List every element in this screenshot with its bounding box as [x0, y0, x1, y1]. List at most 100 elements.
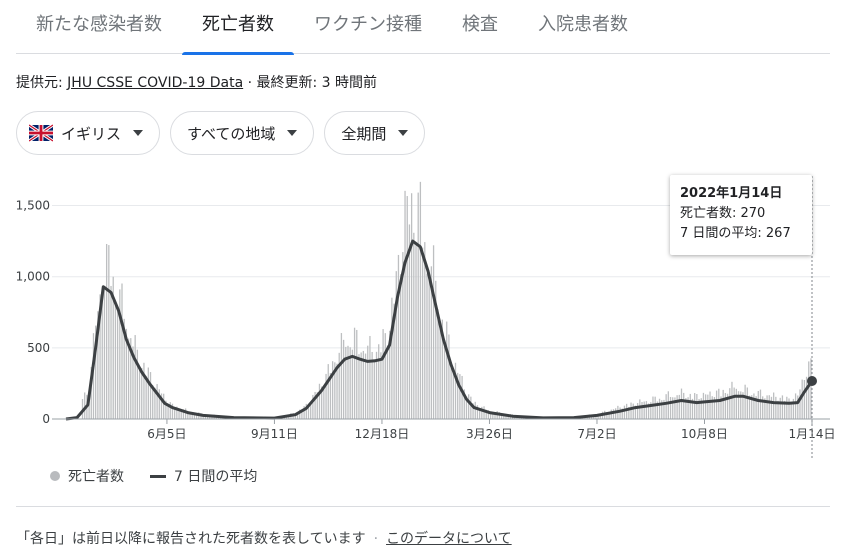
- daily-bar: [114, 300, 117, 419]
- daily-bar: [595, 415, 597, 419]
- last-updated: · 最終更新: 3 時間前: [243, 75, 378, 91]
- daily-bar: [136, 349, 139, 419]
- source-line: 提供元: JHU CSSE COVID-19 Data · 最終更新: 3 時間…: [16, 72, 377, 92]
- country-dropdown[interactable]: イギリス: [16, 111, 161, 155]
- daily-bar: [797, 395, 799, 419]
- daily-bar: [713, 397, 716, 419]
- daily-bar: [672, 397, 674, 419]
- tab-vaccinations[interactable]: ワクチン接種: [314, 14, 422, 35]
- daily-bar: [737, 391, 740, 419]
- daily-bar: [729, 388, 731, 419]
- source-link[interactable]: JHU CSSE COVID-19 Data: [67, 75, 244, 91]
- daily-bar: [419, 181, 422, 419]
- daily-bar: [470, 396, 472, 419]
- daily-bar: [158, 389, 160, 419]
- daily-bar: [105, 243, 108, 419]
- daily-bar: [145, 375, 147, 419]
- deaths-chart[interactable]: 0 500 1,000 1,500 6月5日 9月11日 12月18日 3月26日 7月2日 10…: [0, 168, 848, 458]
- daily-bar: [191, 412, 193, 419]
- y-tick-label: 1,500: [16, 199, 50, 213]
- daily-bar: [336, 363, 338, 419]
- daily-bar: [360, 352, 362, 419]
- daily-bar: [680, 388, 683, 419]
- tab-testing[interactable]: 検査: [462, 14, 498, 35]
- chevron-down-icon: [133, 130, 144, 136]
- daily-bar: [689, 393, 691, 419]
- daily-bar: [174, 408, 176, 419]
- period-dropdown[interactable]: 全期間: [324, 111, 426, 155]
- daily-bar: [318, 383, 321, 419]
- daily-bar: [694, 393, 696, 419]
- uk-flag-icon: [29, 124, 53, 142]
- daily-bar: [639, 399, 641, 419]
- daily-bar: [138, 366, 141, 419]
- average-line: [65, 239, 814, 421]
- y-tick-label: 500: [27, 341, 50, 355]
- region-dropdown[interactable]: すべての地域: [170, 111, 315, 155]
- daily-bar: [92, 333, 95, 419]
- daily-bar: [707, 394, 709, 419]
- daily-bar: [195, 413, 198, 419]
- daily-bar: [773, 392, 775, 419]
- daily-bar: [610, 409, 612, 419]
- daily-bar: [685, 398, 687, 419]
- daily-bar: [132, 346, 134, 419]
- daily-bar: [775, 396, 777, 419]
- daily-bar: [762, 396, 764, 419]
- daily-bar: [349, 347, 351, 419]
- daily-bar: [443, 339, 446, 419]
- daily-bar: [154, 387, 156, 419]
- tab-new-cases[interactable]: 新たな感染者数: [36, 14, 162, 35]
- daily-bar: [382, 329, 384, 419]
- about-data-link[interactable]: このデータについて: [386, 531, 512, 547]
- legend-daily-swatch: [50, 471, 60, 481]
- daily-bar: [786, 396, 788, 419]
- daily-bar: [202, 415, 204, 419]
- daily-bar: [676, 395, 678, 419]
- daily-bar: [95, 325, 97, 419]
- tab-hospitalizations[interactable]: 入院患者数: [538, 14, 628, 35]
- daily-bar: [810, 358, 812, 419]
- tab-deaths[interactable]: 死亡者数: [182, 0, 294, 55]
- daily-bar: [478, 408, 481, 419]
- daily-bar: [294, 414, 296, 419]
- daily-bar: [386, 345, 389, 419]
- daily-bar: [472, 403, 474, 419]
- daily-bar: [299, 409, 301, 419]
- footer-text: 「各日」は前日以降に報告された死者数を表しています: [16, 531, 366, 547]
- daily-bar: [424, 242, 426, 419]
- x-tick-label: 6月5日: [147, 427, 186, 441]
- daily-bar: [430, 266, 433, 419]
- daily-bar: [718, 388, 720, 419]
- daily-bar: [180, 410, 182, 419]
- daily-bar: [799, 389, 801, 419]
- daily-bar: [709, 391, 711, 419]
- daily-bar: [669, 396, 672, 419]
- daily-bar: [599, 414, 601, 419]
- daily-bar: [408, 224, 411, 419]
- daily-bar: [156, 384, 158, 419]
- daily-bar: [99, 294, 101, 419]
- daily-bar: [783, 400, 786, 419]
- daily-bar: [353, 327, 356, 419]
- daily-bar: [402, 252, 404, 419]
- daily-bar: [748, 395, 751, 419]
- daily-bar: [674, 397, 676, 419]
- daily-bar: [108, 245, 110, 419]
- daily-bar: [384, 333, 386, 419]
- daily-bar: [125, 328, 128, 419]
- daily-bar: [759, 389, 762, 419]
- x-tick-label: 9月11日: [251, 427, 298, 441]
- daily-bar: [698, 399, 700, 419]
- daily-bar: [661, 400, 663, 419]
- daily-bar: [441, 319, 443, 419]
- x-tick-label: 12月18日: [355, 427, 410, 441]
- chart-legend: 死亡者数 7 日間の平均: [50, 466, 257, 486]
- daily-bar: [779, 397, 781, 419]
- daily-bar: [711, 396, 713, 419]
- daily-bar: [141, 367, 143, 419]
- daily-bar: [171, 403, 174, 419]
- daily-bar: [97, 311, 99, 419]
- daily-bar: [650, 402, 652, 419]
- daily-bar: [770, 396, 773, 419]
